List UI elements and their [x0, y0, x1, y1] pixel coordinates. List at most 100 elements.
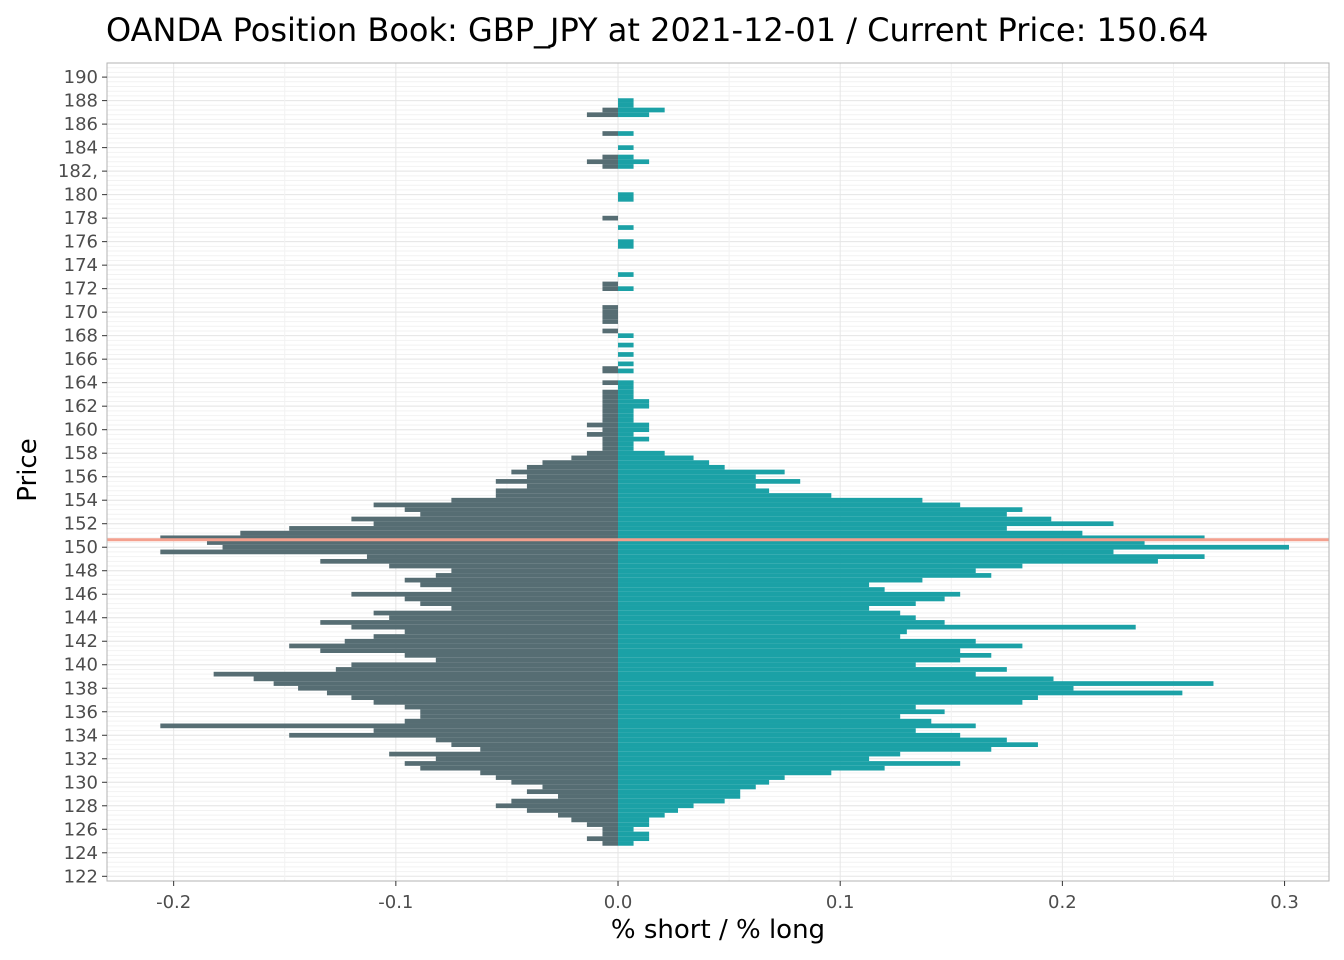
short-bar: [351, 695, 619, 701]
long-bar: [618, 239, 634, 244]
short-bar: [451, 587, 619, 592]
long-bar: [618, 243, 634, 249]
long-bar: [618, 718, 932, 724]
short-bar: [206, 540, 619, 545]
y-tick-label: 134: [64, 725, 98, 746]
short-bar: [420, 582, 619, 588]
y-axis-title: Price: [13, 438, 43, 501]
short-bar: [602, 314, 619, 320]
long-bar: [618, 507, 1023, 512]
short-bar: [542, 784, 619, 790]
short-bar: [404, 577, 619, 583]
long-bar: [618, 342, 634, 348]
long-bar: [618, 732, 961, 738]
short-bar: [320, 648, 619, 653]
y-tick-label: 184: [64, 138, 98, 159]
short-bar: [351, 516, 619, 522]
long-bar: [618, 408, 634, 414]
y-tick-label: 162: [64, 396, 98, 417]
long-bar: [618, 803, 694, 809]
y-tick-label: 170: [64, 302, 98, 323]
short-bar: [289, 643, 619, 649]
short-bar: [335, 667, 619, 672]
long-bar: [618, 427, 650, 433]
long-bar: [618, 620, 945, 625]
short-bar: [586, 450, 619, 456]
x-axis-title: % short / % long: [611, 915, 825, 945]
long-bar: [618, 460, 710, 465]
short-bar: [420, 511, 619, 517]
short-bar: [495, 488, 619, 494]
long-bar: [618, 709, 945, 715]
short-bar: [602, 131, 619, 136]
long-bar: [618, 526, 1007, 531]
short-bar: [373, 502, 619, 508]
short-bar: [389, 615, 619, 621]
long-bar: [618, 794, 741, 799]
long-bar: [618, 417, 634, 423]
short-bar: [602, 841, 619, 846]
long-bar: [618, 474, 756, 480]
short-bar: [602, 831, 619, 837]
y-tick-label: 130: [64, 772, 98, 793]
long-bar: [618, 196, 634, 202]
short-bar: [602, 389, 619, 395]
y-tick-label: 180: [64, 185, 98, 206]
long-bar: [618, 779, 770, 785]
short-bar: [602, 403, 619, 409]
short-bar: [526, 483, 619, 489]
short-bar: [586, 112, 619, 118]
y-tick-label: 126: [64, 819, 98, 840]
y-tick-label: 178: [64, 208, 98, 229]
long-bar: [618, 131, 634, 136]
long-bar: [618, 446, 634, 451]
short-bar: [420, 765, 619, 771]
long-bar: [618, 164, 634, 169]
long-bar: [618, 286, 634, 292]
short-bar: [602, 380, 619, 386]
short-bar: [602, 107, 619, 113]
y-tick-label: 146: [64, 584, 98, 605]
x-tick-label: -0.1: [378, 892, 413, 913]
y-tick-label: 144: [64, 608, 98, 629]
long-bar: [618, 761, 961, 766]
panel-border: [106, 62, 1330, 882]
short-bar: [602, 319, 619, 324]
long-bar: [618, 831, 650, 837]
long-bar: [618, 775, 785, 780]
short-bar: [373, 521, 619, 527]
short-bar: [571, 455, 619, 461]
short-bar: [404, 718, 619, 724]
short-bar: [451, 605, 619, 611]
long-bar: [618, 822, 650, 827]
long-bar: [618, 488, 770, 494]
long-bar: [618, 98, 634, 103]
long-bar: [618, 441, 634, 447]
long-bar: [618, 681, 1214, 686]
long-bar: [618, 648, 961, 653]
short-bar: [602, 305, 619, 310]
plot-panel: [106, 62, 1330, 882]
short-bar: [373, 728, 619, 733]
short-bar: [160, 535, 619, 541]
short-bar: [289, 732, 619, 738]
short-bar: [404, 596, 619, 602]
short-bar: [526, 789, 619, 795]
long-bar: [618, 638, 976, 644]
short-bar: [420, 709, 619, 715]
short-bar: [213, 671, 619, 677]
long-bar: [618, 723, 976, 729]
long-bar: [618, 568, 976, 574]
short-bar: [602, 441, 619, 447]
short-bar: [571, 817, 619, 823]
long-bar: [618, 817, 650, 823]
long-bar: [618, 385, 634, 390]
y-tick-label: 124: [64, 843, 98, 864]
long-bar: [618, 756, 870, 762]
short-bar: [480, 747, 619, 752]
long-bar: [618, 808, 679, 813]
short-bar: [222, 544, 619, 550]
long-bar: [618, 695, 1038, 701]
y-tick-label: 166: [64, 349, 98, 370]
long-bar: [618, 422, 650, 428]
